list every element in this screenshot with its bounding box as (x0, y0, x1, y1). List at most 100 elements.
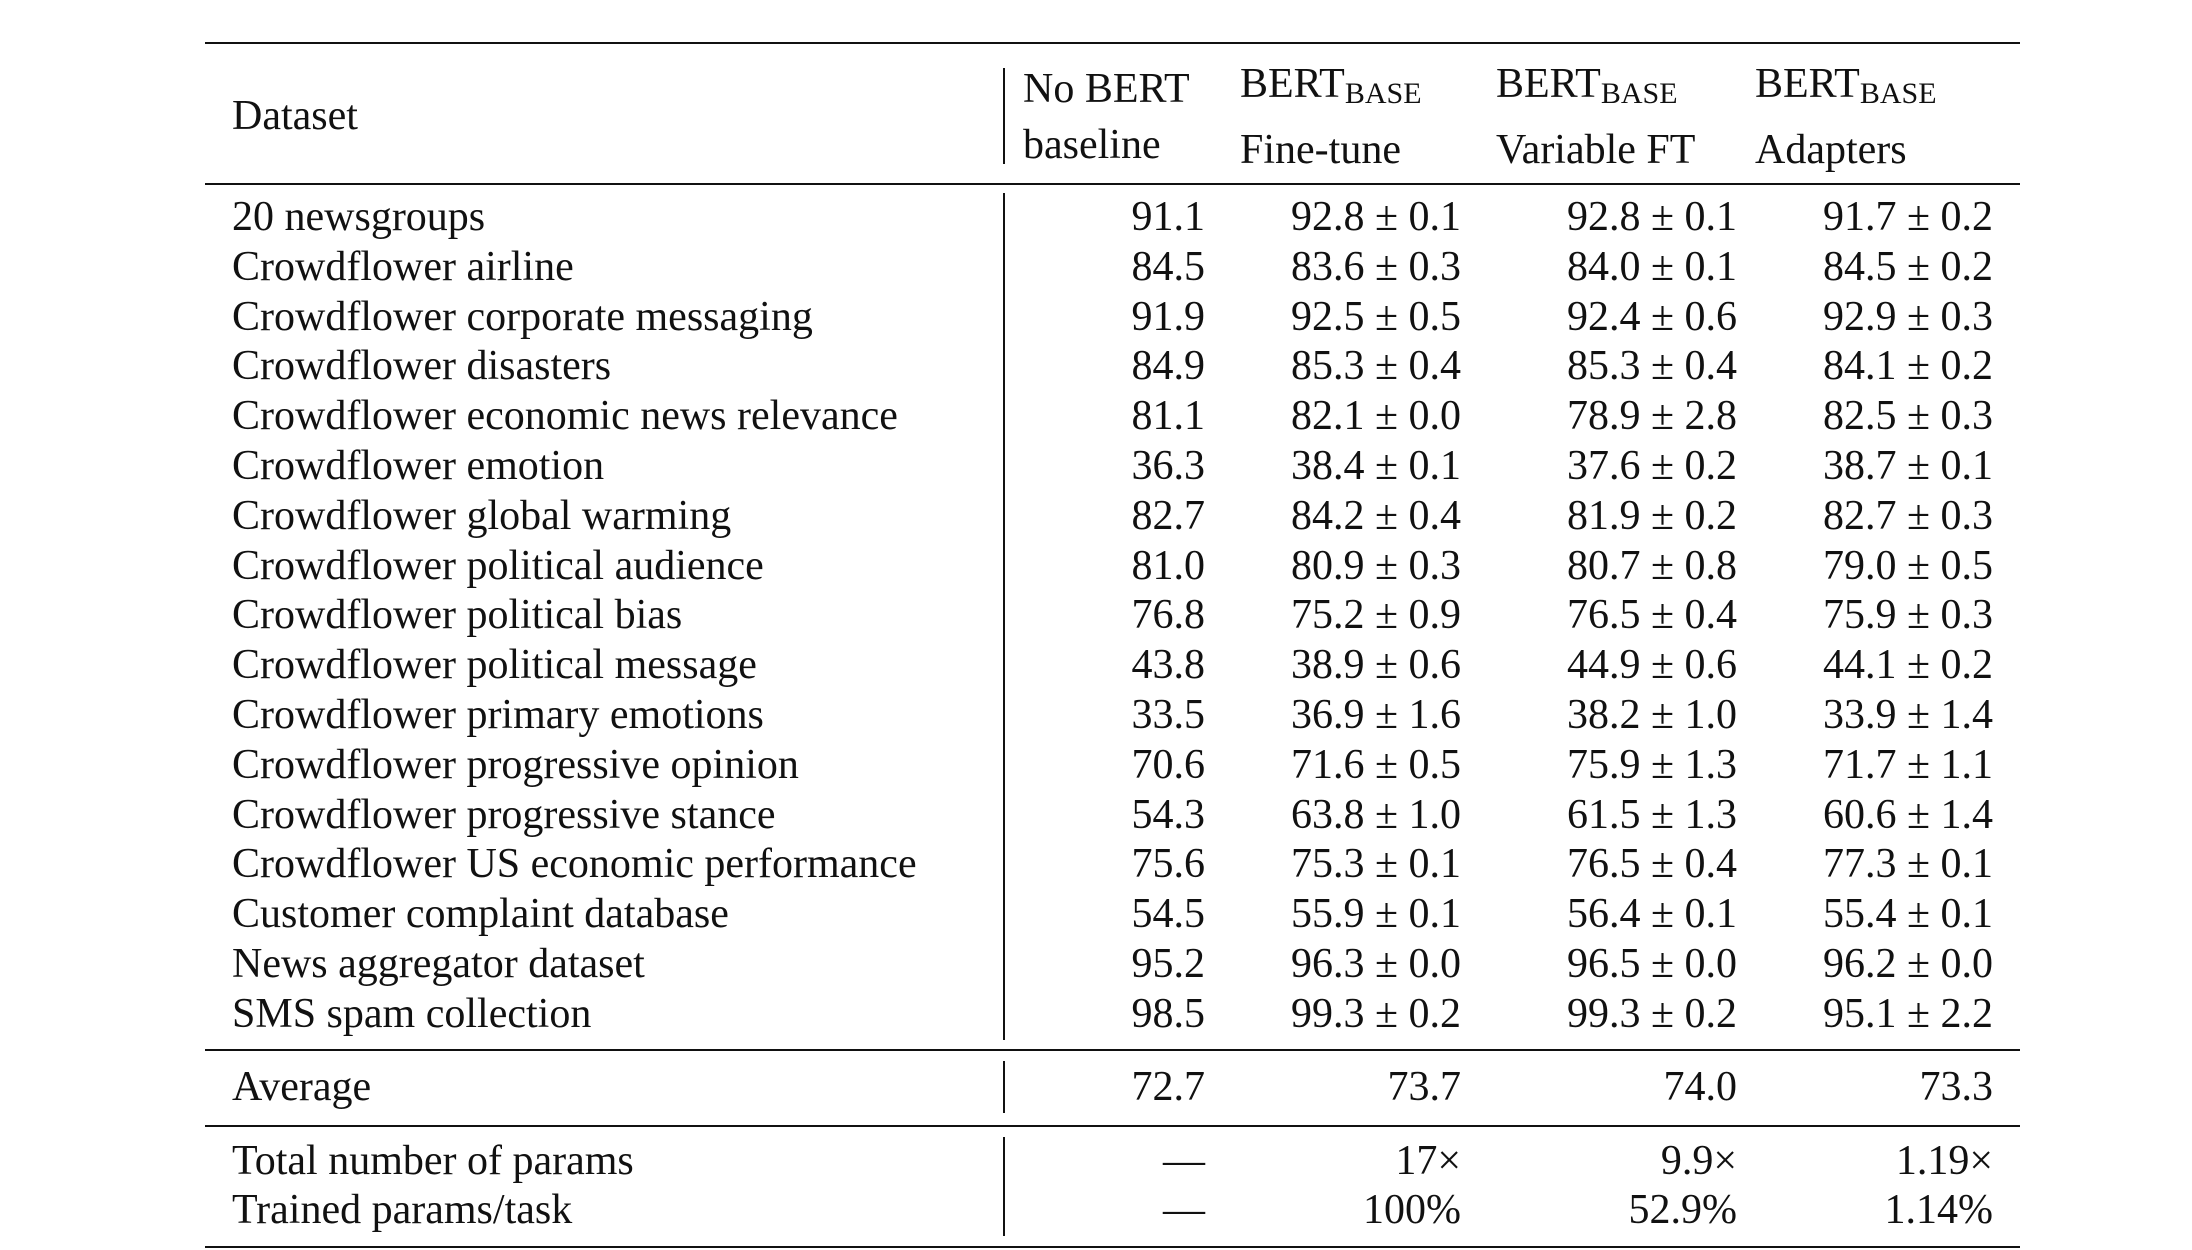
dataset-name: News aggregator dataset (205, 939, 1005, 990)
finetune-value: 80.9 ± 0.3 (1290, 542, 1461, 589)
variable-ft-value: 37.6 ± 0.2 (1566, 442, 1737, 489)
table-row: Crowdflower progressive stance 54.3 63.8… (205, 790, 2020, 841)
baseline-value: 36.3 (1131, 442, 1206, 489)
table-row: Crowdflower corporate messaging 91.9 92.… (205, 292, 2020, 343)
finetune-value: 75.2 ± 0.9 (1290, 592, 1461, 639)
finetune-value: 71.6 ± 0.5 (1290, 741, 1461, 788)
baseline-value: 70.6 (1131, 741, 1206, 788)
dataset-name: Crowdflower emotion (205, 441, 1005, 492)
baseline-value: 54.5 (1131, 891, 1206, 938)
table-row: SMS spam collection 98.5 99.3 ± 0.2 99.3… (205, 989, 2020, 1040)
baseline-value: 81.1 (1131, 393, 1206, 440)
variable-ft-average: 74.0 (1663, 1063, 1738, 1110)
dataset-name: SMS spam collection (205, 989, 1005, 1040)
finetune-value: 82.1 ± 0.0 (1290, 393, 1461, 440)
average-row: Average 72.7 73.7 74.0 73.3 (205, 1060, 2020, 1113)
baseline-value: 76.8 (1131, 592, 1206, 639)
header-row: Dataset No BERT baseline BERTBASE Fine-t… (205, 44, 2020, 183)
params-row: Trained params/task — 100% 52.9% 1.14% (205, 1186, 2020, 1237)
adapters-value: 44.1 ± 0.2 (1822, 642, 1993, 689)
baseline-value: 82.7 (1131, 492, 1206, 539)
finetune-value: 96.3 ± 0.0 (1290, 940, 1461, 987)
variable-ft-value: 61.5 ± 1.3 (1566, 791, 1737, 838)
table-row: Crowdflower economic news relevance 81.1… (205, 392, 2020, 442)
dataset-rows: 20 newsgroups 91.1 92.8 ± 0.1 92.8 ± 0.1… (205, 185, 2020, 1049)
adapters-value: 79.0 ± 0.5 (1822, 542, 1993, 589)
variable-ft-value: 44.9 ± 0.6 (1566, 642, 1737, 689)
bert-finetune-header: BERTBASE Fine-tune (1240, 61, 1422, 173)
table-row: Crowdflower airline 84.5 83.6 ± 0.3 84.0… (205, 242, 2020, 293)
params-row: Total number of params — 17× 9.9× 1.19× (205, 1136, 2020, 1187)
finetune-value: 38.9 ± 0.6 (1290, 642, 1461, 689)
variable-ft-value: 92.8 ± 0.1 (1566, 194, 1737, 240)
results-table: Dataset No BERT baseline BERTBASE Fine-t… (205, 42, 2020, 1249)
adapters-value: 38.7 ± 0.1 (1822, 442, 1993, 489)
baseline-params: — (1163, 1137, 1205, 1184)
table-row: Crowdflower political audience 81.0 80.9… (205, 541, 2020, 592)
dataset-name: Crowdflower US economic performance (205, 840, 1005, 891)
top-rule (205, 42, 2020, 44)
table-row: News aggregator dataset 95.2 96.3 ± 0.0 … (205, 939, 2020, 990)
variable-ft-value: 92.4 ± 0.6 (1566, 293, 1737, 340)
dataset-name: Crowdflower corporate messaging (205, 292, 1005, 343)
variable-ft-value: 84.0 ± 0.1 (1566, 243, 1737, 290)
adapters-value: 71.7 ± 1.1 (1822, 741, 1993, 788)
dataset-name: Crowdflower airline (205, 242, 1005, 293)
bottom-rule (205, 1246, 2020, 1249)
baseline-value: 84.9 (1131, 343, 1206, 390)
dataset-name: Crowdflower political message (205, 641, 1005, 691)
variable-ft-value: 99.3 ± 0.2 (1566, 990, 1737, 1037)
adapters-params: 1.14% (1884, 1187, 1994, 1234)
dataset-name: Crowdflower progressive stance (205, 790, 1005, 841)
average-rule (205, 1048, 2020, 1051)
table-row: Crowdflower political bias 76.8 75.2 ± 0… (205, 591, 2020, 642)
adapters-value: 84.1 ± 0.2 (1822, 343, 1993, 390)
table-row: Crowdflower progressive opinion 70.6 71.… (205, 740, 2020, 791)
dataset-name: Customer complaint database (205, 890, 1005, 940)
variable-ft-params: 9.9× (1660, 1137, 1737, 1184)
variable-ft-value: 56.4 ± 0.1 (1566, 891, 1737, 938)
adapters-value: 77.3 ± 0.1 (1822, 841, 1993, 888)
bert-variable-ft-header: BERTBASE Variable FT (1496, 61, 1696, 173)
adapters-value: 33.9 ± 1.4 (1822, 691, 1993, 738)
header-rule (205, 183, 2020, 185)
params-block: Total number of params — 17× 9.9× 1.19× … (205, 1127, 2020, 1247)
dataset-name: Crowdflower global warming (205, 491, 1005, 542)
params-label: Total number of params (205, 1136, 1005, 1187)
variable-ft-value: 38.2 ± 1.0 (1566, 691, 1737, 738)
params-label: Trained params/task (205, 1186, 1005, 1237)
dataset-name: Crowdflower political audience (205, 541, 1005, 592)
adapters-value: 91.7 ± 0.2 (1822, 194, 1993, 240)
finetune-value: 36.9 ± 1.6 (1290, 691, 1461, 738)
finetune-value: 55.9 ± 0.1 (1290, 891, 1461, 938)
table-row: 20 newsgroups 91.1 92.8 ± 0.1 92.8 ± 0.1… (205, 193, 2020, 243)
adapters-value: 60.6 ± 1.4 (1822, 791, 1993, 838)
baseline-value: 75.6 (1131, 841, 1206, 888)
adapters-value: 55.4 ± 0.1 (1822, 891, 1993, 938)
baseline-value: 98.5 (1131, 990, 1206, 1037)
adapters-value: 82.5 ± 0.3 (1822, 393, 1993, 440)
finetune-params: 17× (1395, 1137, 1461, 1184)
finetune-value: 63.8 ± 1.0 (1290, 791, 1461, 838)
finetune-value: 92.8 ± 0.1 (1290, 194, 1461, 240)
baseline-value: 33.5 (1131, 691, 1206, 738)
finetune-value: 38.4 ± 0.1 (1290, 442, 1461, 489)
baseline-value: 95.2 (1131, 940, 1206, 987)
baseline-value: 81.0 (1131, 542, 1206, 589)
params-rule (205, 1124, 2020, 1127)
table-row: Crowdflower global warming 82.7 84.2 ± 0… (205, 491, 2020, 542)
adapters-value: 84.5 ± 0.2 (1822, 243, 1993, 290)
adapters-value: 96.2 ± 0.0 (1822, 940, 1993, 987)
variable-ft-value: 75.9 ± 1.3 (1566, 741, 1737, 788)
finetune-value: 85.3 ± 0.4 (1290, 343, 1461, 390)
baseline-value: 84.5 (1131, 243, 1206, 290)
finetune-value: 99.3 ± 0.2 (1290, 990, 1461, 1037)
dataset-name: 20 newsgroups (205, 193, 1005, 243)
baseline-average: 72.7 (1131, 1063, 1206, 1110)
baseline-value: 91.9 (1131, 293, 1206, 340)
dataset-name: Crowdflower economic news relevance (205, 392, 1005, 442)
adapters-params: 1.19× (1895, 1137, 1993, 1184)
dataset-name: Crowdflower disasters (205, 342, 1005, 393)
variable-ft-value: 78.9 ± 2.8 (1566, 393, 1737, 440)
baseline-params: — (1163, 1187, 1205, 1234)
